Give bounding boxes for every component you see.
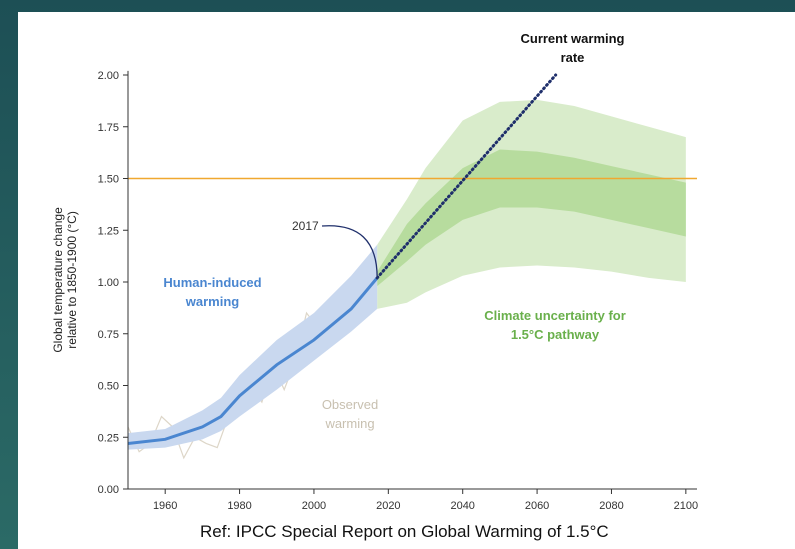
- y-tick-label: 1.00: [98, 277, 119, 289]
- y-axis-label: Global temperature changerelative to 185…: [51, 207, 79, 353]
- x-tick-label: 2060: [525, 500, 549, 512]
- x-tick-label: 2000: [302, 500, 326, 512]
- x-tick-label: 2040: [450, 500, 474, 512]
- x-tick-label: 1960: [153, 500, 177, 512]
- y-tick-label: 1.50: [98, 174, 119, 186]
- y-tick-label: 2.00: [98, 70, 119, 82]
- x-tick-label: 1980: [227, 500, 251, 512]
- y-tick-label: 0.50: [98, 381, 119, 393]
- y-tick-label: 0.00: [98, 484, 119, 496]
- footnote: Ref: IPCC Special Report on Global Warmi…: [200, 522, 609, 541]
- y-axis-label-line: relative to 1850-1900 (°C): [65, 211, 79, 349]
- y-tick-label: 1.75: [98, 122, 119, 134]
- series-label: Current warming rate: [520, 31, 625, 65]
- annotation: 2017: [292, 219, 319, 233]
- x-tick-label: 2080: [599, 500, 623, 512]
- x-tick-label: 2100: [674, 500, 698, 512]
- x-tick-label: 2020: [376, 500, 400, 512]
- series-label: Human-induced warming: [163, 275, 262, 309]
- y-tick-label: 0.25: [98, 432, 119, 444]
- y-axis-label-line: Global temperature change: [51, 207, 65, 353]
- annotation-arrow: [321, 225, 378, 278]
- uncertainty-band: [377, 149, 686, 287]
- rate-line: [375, 73, 558, 280]
- human-band: [128, 244, 378, 450]
- series-label: Observed warming: [321, 397, 379, 431]
- human-line: [127, 276, 379, 445]
- y-tick-label: 0.75: [98, 329, 119, 341]
- y-tick-label: 1.25: [98, 225, 119, 237]
- series-label: Climate uncertainty for 1.5°C pathway: [484, 308, 626, 342]
